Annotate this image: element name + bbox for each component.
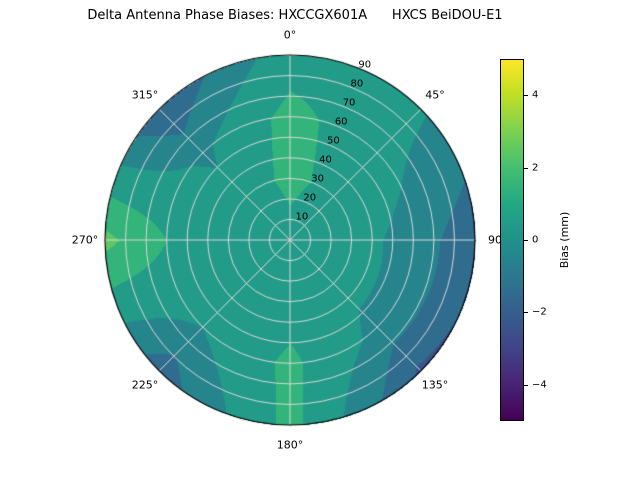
angular-tick-label: 135°: [421, 378, 449, 392]
radial-tick-label: 60: [334, 116, 348, 128]
angular-tick-label: 180°: [276, 438, 304, 452]
colorbar-tick-label: −4: [532, 379, 547, 391]
colorbar-label: Bias (mm): [558, 211, 571, 269]
angular-tick-label: 90: [488, 233, 502, 247]
radial-tick-label: 10: [295, 211, 309, 223]
colorbar: 4 2 0 −2 −4 Bias (mm): [500, 59, 620, 421]
colorbar-tickmark: [524, 312, 528, 314]
colorbar-tickmark: [524, 167, 528, 169]
colorbar-tick-label: 4: [532, 89, 539, 101]
colorbar-tickmark: [524, 95, 528, 97]
colorbar-tick-label: −2: [532, 306, 547, 318]
colorbar-tick-label: 2: [532, 162, 539, 174]
colorbar-tickmark: [524, 384, 528, 386]
angular-tick-label: 45°: [425, 88, 445, 102]
angular-tick-label: 270°: [71, 233, 99, 247]
radial-tick-label: 70: [342, 97, 356, 109]
radial-tick-label: 30: [311, 173, 324, 185]
colorbar-tickmark: [524, 240, 528, 241]
angular-tick-label: 225°: [131, 378, 159, 392]
radial-tick-label: 50: [326, 135, 340, 147]
colorbar-gradient: [500, 59, 524, 421]
colorbar-tick-label: 0: [532, 234, 539, 246]
radial-tick-label: 90: [358, 59, 372, 71]
radial-tick-label: 80: [350, 78, 364, 90]
radial-tick-label: 40: [319, 154, 332, 166]
radial-tick-label: 20: [303, 192, 317, 204]
angular-tick-label: 0°: [283, 28, 297, 42]
angular-tick-label: 315°: [131, 88, 159, 102]
